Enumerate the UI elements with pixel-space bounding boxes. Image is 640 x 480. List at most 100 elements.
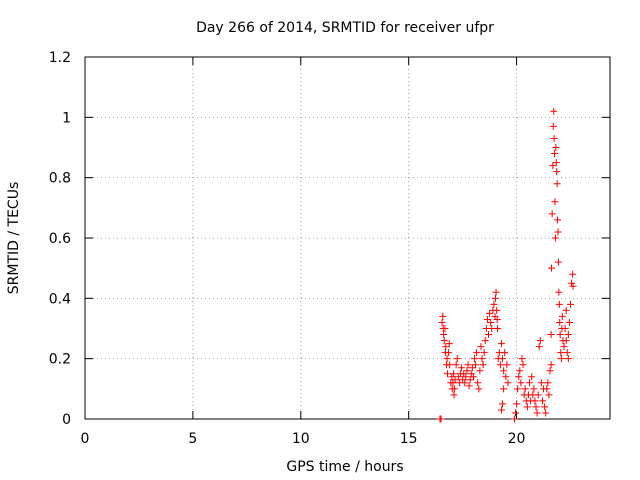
data-point — [521, 385, 529, 393]
data-point — [561, 325, 569, 332]
data-point — [453, 355, 461, 363]
data-point — [551, 234, 559, 242]
data-point — [443, 355, 451, 363]
data-point — [550, 107, 558, 115]
data-point — [515, 373, 523, 381]
y-tick-label: 0.8 — [49, 171, 71, 187]
data-point — [465, 382, 473, 390]
data-point — [501, 349, 509, 357]
data-point — [533, 409, 541, 417]
data-point — [492, 288, 500, 296]
data-point — [451, 376, 459, 384]
data-point — [563, 349, 571, 357]
data-point — [519, 361, 527, 369]
data-point — [474, 379, 482, 387]
data-point — [569, 282, 577, 290]
y-tick-label: 0 — [62, 412, 71, 428]
data-point — [558, 312, 566, 320]
data-point — [548, 264, 556, 272]
data-point — [493, 315, 501, 323]
data-point — [462, 373, 470, 381]
data-point — [464, 361, 472, 369]
data-point — [551, 150, 559, 158]
data-point — [499, 355, 507, 363]
data-point — [543, 385, 551, 393]
data-point — [497, 406, 505, 414]
data-point — [536, 337, 544, 345]
data-point — [569, 270, 577, 278]
data-point — [514, 385, 522, 393]
data-point — [487, 318, 495, 326]
data-point — [564, 355, 572, 363]
data-point — [458, 364, 466, 372]
data-point — [562, 337, 570, 345]
x-tick-label: 10 — [292, 431, 310, 447]
data-point — [497, 340, 505, 348]
data-point — [450, 370, 458, 378]
x-tick-label: 5 — [188, 431, 197, 447]
data-point — [446, 361, 454, 369]
data-point — [568, 279, 576, 287]
data-point — [535, 343, 543, 351]
data-point — [440, 331, 448, 339]
data-point — [511, 409, 519, 417]
data-point — [564, 331, 572, 339]
grid-lines — [85, 57, 610, 419]
data-point — [547, 361, 555, 369]
data-point — [485, 331, 493, 339]
data-point — [494, 325, 502, 332]
data-point — [476, 367, 484, 375]
data-point — [547, 331, 555, 339]
data-point — [502, 373, 510, 381]
data-point — [490, 300, 498, 308]
data-point — [554, 228, 562, 236]
data-point — [557, 349, 565, 357]
data-point — [549, 122, 557, 130]
data-point — [440, 337, 448, 345]
data-point — [500, 385, 508, 393]
data-point — [554, 216, 562, 224]
data-point — [557, 355, 565, 363]
y-axis-title: SRMTID / TECUs — [6, 182, 22, 295]
y-tick-label: 0.6 — [49, 231, 71, 247]
data-point — [530, 385, 538, 393]
y-tick-label: 0.2 — [49, 352, 71, 368]
data-point — [468, 364, 476, 372]
data-point — [503, 361, 511, 369]
data-point — [552, 159, 560, 167]
data-point — [551, 198, 559, 206]
data-point — [553, 180, 561, 188]
data-point — [479, 361, 487, 369]
data-point — [452, 361, 460, 369]
data-point — [567, 300, 575, 308]
data-point — [556, 318, 564, 326]
data-point — [504, 379, 512, 387]
data-point — [478, 355, 486, 363]
y-tick-label: 1.2 — [49, 50, 71, 66]
data-point — [438, 318, 446, 326]
data-point — [555, 288, 563, 296]
data-point — [565, 318, 573, 326]
data-point — [442, 343, 450, 351]
data-point — [542, 409, 550, 417]
data-point — [552, 144, 560, 151]
chart-title: Day 266 of 2014, SRMTID for receiver ufp… — [196, 20, 494, 36]
data-point — [448, 373, 456, 381]
data-point — [470, 355, 478, 363]
data-point — [534, 391, 542, 399]
data-point — [439, 312, 447, 320]
data-point — [513, 400, 521, 408]
data-point — [537, 379, 545, 387]
data-point — [510, 415, 518, 423]
data-point — [463, 367, 471, 375]
x-tick-label: 15 — [400, 431, 418, 447]
data-point — [553, 168, 561, 176]
data-point — [517, 379, 525, 387]
data-point — [437, 415, 445, 423]
data-point — [450, 391, 458, 399]
x-axis-title: GPS time / hours — [286, 459, 403, 475]
data-points — [436, 107, 577, 423]
data-point — [477, 343, 485, 351]
data-point — [481, 337, 489, 345]
